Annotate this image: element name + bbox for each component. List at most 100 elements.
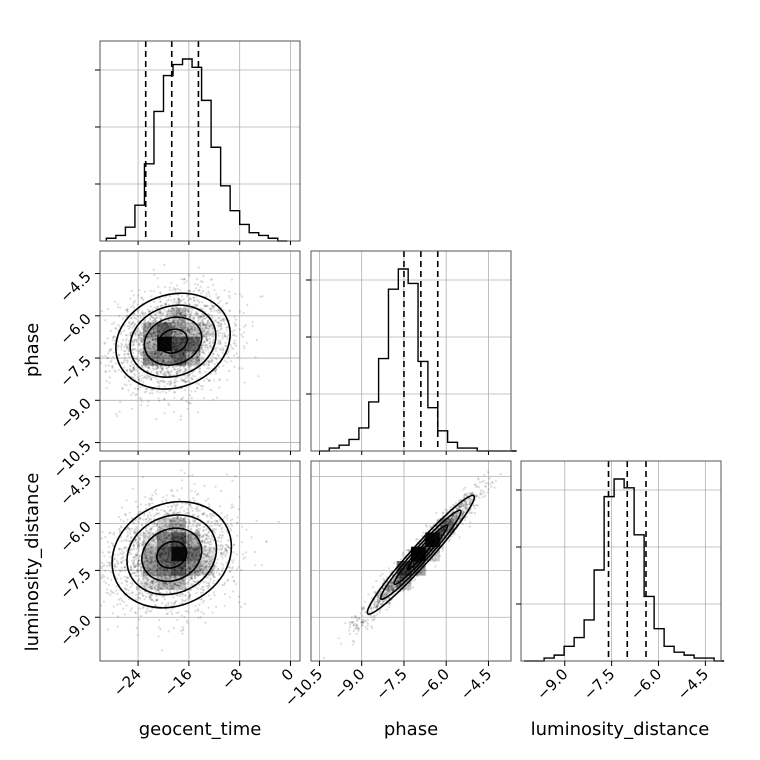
scatter-point [145,343,148,346]
scatter-point [159,539,163,543]
scatter-point [219,545,222,548]
scatter-point [180,614,183,617]
scatter-point [188,381,192,384]
scatter-point [167,312,170,315]
scatter-point [174,365,178,368]
scatter-point [179,519,182,522]
scatter-point [103,554,106,558]
scatter-point [182,627,185,631]
scatter-point [165,583,168,586]
scatter-point [139,316,142,319]
scatter-point [188,314,191,318]
scatter-point [212,582,215,585]
scatter-point [187,538,190,541]
scatter-point [110,542,113,545]
scatter-point [148,543,151,546]
scatter-point [233,339,236,342]
scatter-point [161,352,164,355]
scatter-point [120,561,123,564]
scatter-point [151,316,154,319]
scatter-point [145,609,148,612]
scatter-point [136,315,139,318]
scatter-point [139,332,142,335]
scatter-point [148,595,151,598]
scatter-point [187,289,190,292]
scatter-point [190,489,193,492]
scatter-point [189,561,192,564]
scatter-point [145,342,149,345]
scatter-point [194,562,197,565]
scatter-point [126,347,129,350]
scatter-point [139,597,142,600]
scatter-point [195,529,198,532]
scatter-point [120,361,123,364]
scatter-point [155,313,158,316]
scatter-point [196,515,200,518]
scatter-point [164,374,167,377]
scatter-point [188,578,192,582]
scatter-point [131,521,134,524]
scatter-point [149,332,152,336]
scatter-point [202,379,206,382]
scatter-point [196,542,199,545]
scatter-point [176,333,179,336]
scatter-point [176,312,179,315]
scatter-point [145,390,148,393]
scatter-point [98,398,100,400]
scatter-point [184,315,188,318]
scatter-point [165,544,168,547]
scatter-point [169,310,172,313]
density-cell [142,336,158,352]
scatter-point [191,330,194,333]
scatter-point [153,321,156,324]
scatter-point [138,329,141,332]
scatter-point [132,366,135,370]
scatter-point [154,581,157,584]
scatter-point [208,332,211,335]
scatter-point [169,591,172,594]
scatter-point [183,582,186,585]
scatter-point [103,563,106,567]
scatter-point [186,526,189,529]
scatter-point [148,348,151,351]
scatter-point [202,589,205,592]
scatter-point [206,581,209,585]
scatter-point [155,599,158,602]
scatter-point [150,580,153,583]
scatter-point [188,570,191,573]
scatter-point [197,314,200,318]
scatter-point [147,400,150,403]
scatter-point [244,551,247,554]
scatter-point [178,332,181,335]
scatter-point [160,537,163,540]
scatter-point [135,563,138,566]
scatter-point [185,582,188,585]
scatter-point [188,534,192,537]
scatter-point [204,305,207,308]
scatter-point [139,517,142,520]
scatter-point [179,289,182,292]
scatter-point [138,334,141,337]
scatter-point [232,580,235,583]
scatter-point [175,372,178,375]
scatter-point [194,524,197,527]
scatter-point [157,580,160,583]
scatter-point [164,373,167,376]
scatter-point [206,347,210,351]
scatter-point [179,511,182,514]
scatter-point [157,544,160,547]
scatter-point [188,566,191,569]
scatter-point [148,335,151,338]
scatter-point [132,355,135,358]
scatter-point [170,374,173,377]
scatter-point [108,564,111,567]
scatter-point [199,376,202,379]
scatter-point [172,330,175,333]
scatter-point [198,301,201,304]
scatter-point [160,304,163,308]
scatter-point [186,583,189,586]
scatter-point [235,352,238,355]
scatter-point [157,311,160,314]
scatter-point [104,364,107,367]
scatter-point [137,540,140,543]
